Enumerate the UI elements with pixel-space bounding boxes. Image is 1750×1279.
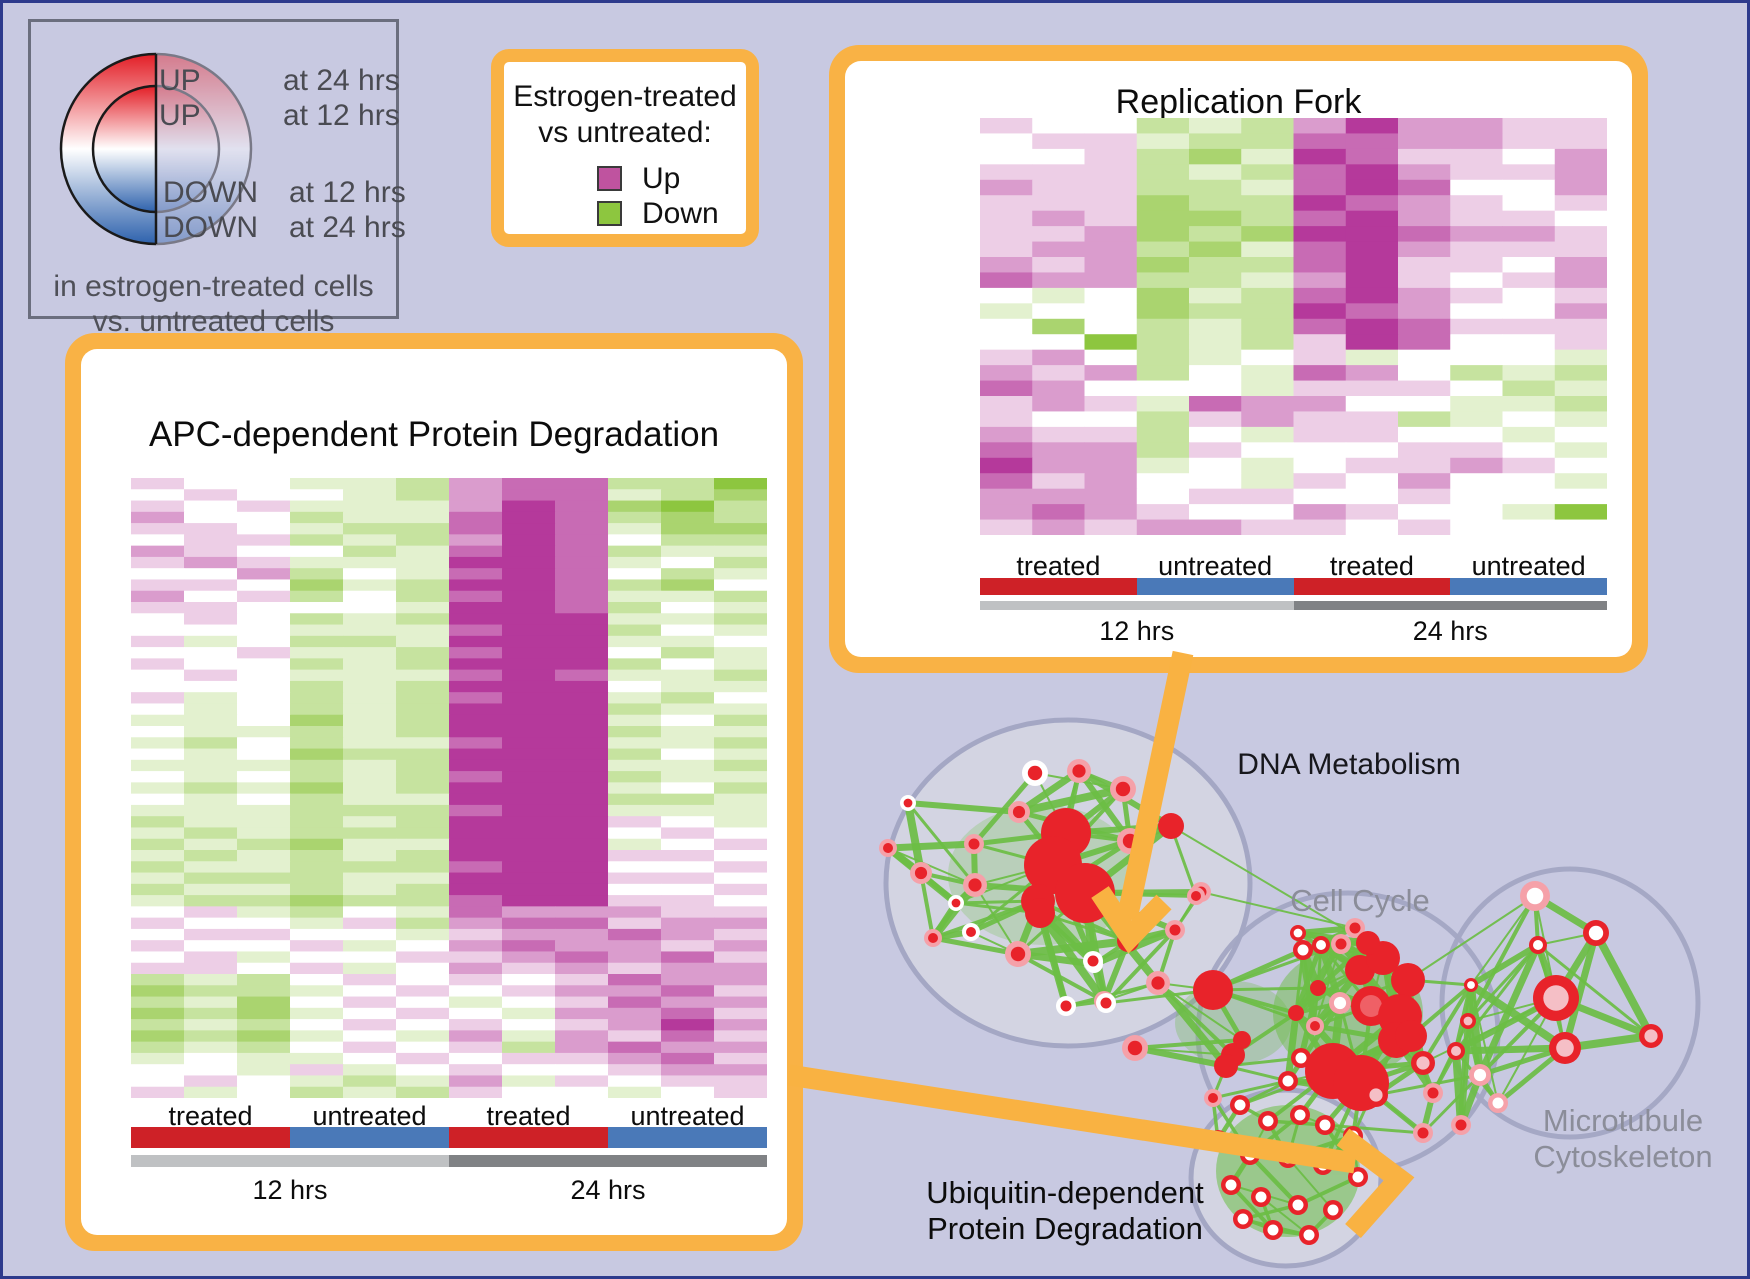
updown-legend-box: Estrogen-treated vs untreated: Up Down [491, 49, 759, 247]
label-at12: at 12 hrs [283, 99, 400, 132]
cluster-label-cell-cycle: Cell Cycle [1290, 883, 1430, 918]
label-down-12: DOWN [163, 176, 258, 209]
apc-title: APC-dependent Protein Degradation [148, 415, 720, 454]
label-at12b: at 12 hrs [289, 176, 406, 209]
rf-group-label: treated [1329, 551, 1414, 581]
label-down-24: DOWN [163, 211, 258, 244]
cluster-label-microtubule: Microtubule Cytoskeleton [1533, 1103, 1713, 1175]
degree-legend-box: UP UP DOWN DOWN at 24 hrs at 12 hrs at 1… [28, 19, 406, 337]
degree-legend-circles [59, 48, 356, 250]
apc-time-label: 12 hrs [252, 1175, 328, 1205]
degree-caption-2: vs. untreated cells [92, 305, 335, 338]
label-at24b: at 24 hrs [289, 211, 406, 244]
rf-group-label: treated [1016, 551, 1101, 581]
updown-title-1: Estrogen-treated [513, 80, 737, 113]
rf-title: Replication Fork [1115, 83, 1362, 121]
up-label: Up [642, 162, 681, 195]
apc-heatmap [131, 478, 767, 1098]
up-color-swatch [597, 166, 622, 191]
label-up-12: UP [159, 99, 201, 132]
updown-title-2: vs untreated: [538, 116, 712, 149]
apc-time-label: 24 hrs [570, 1175, 646, 1205]
rf-heatmap [980, 118, 1607, 535]
degree-caption-1: in estrogen-treated cells [53, 270, 374, 303]
down-color-swatch [597, 201, 622, 226]
down-label: Down [642, 197, 719, 230]
apc-group-label: treated [486, 1101, 571, 1131]
apc-group-label: treated [168, 1101, 253, 1131]
apc-group-label: untreated [630, 1101, 745, 1131]
rf-condition-bars [980, 578, 1607, 595]
label-up-24: UP [159, 64, 201, 97]
rf-group-label: untreated [1158, 551, 1273, 581]
apc-group-label: untreated [312, 1101, 427, 1131]
replication-fork-panel: Replication Fork treated untreated treat… [829, 45, 1648, 673]
rf-group-label: untreated [1471, 551, 1586, 581]
apc-time-bars [131, 1155, 767, 1167]
rf-time-label: 12 hrs [1099, 616, 1175, 646]
cluster-label-ubiquitin: Ubiquitin-dependent Protein Degradation [926, 1175, 1204, 1247]
rf-time-bars [980, 601, 1607, 610]
apc-condition-bars [131, 1127, 767, 1148]
cluster-label-dna-metabolism: DNA Metabolism [1237, 748, 1461, 781]
label-at24: at 24 hrs [283, 64, 400, 97]
apc-degradation-panel: APC-dependent Protein Degradation treate… [65, 333, 803, 1251]
rf-time-label: 24 hrs [1412, 616, 1488, 646]
